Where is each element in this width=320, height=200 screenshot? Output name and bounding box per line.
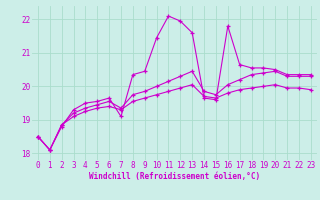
X-axis label: Windchill (Refroidissement éolien,°C): Windchill (Refroidissement éolien,°C) <box>89 172 260 181</box>
